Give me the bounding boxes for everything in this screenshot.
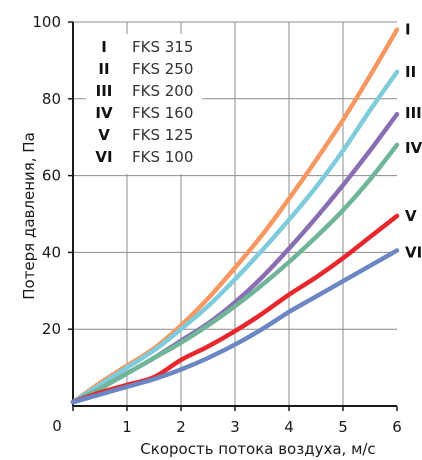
series-end-label-iii: III (405, 104, 422, 122)
y-tick-label: 80 (42, 90, 61, 108)
x-tick-labels: 0 1 2 3 4 5 6 (52, 417, 402, 436)
y-tick-label: 100 (32, 13, 61, 31)
x-tick-label: 0 (52, 417, 62, 435)
legend-name-i: FKS 315 (132, 38, 193, 56)
legend-background (86, 34, 202, 174)
series-lines (70, 27, 400, 405)
series-line-vi (70, 248, 400, 405)
legend-name-ii: FKS 250 (132, 60, 193, 78)
y-tick-label: 20 (42, 320, 61, 338)
legend-roman-v: V (98, 126, 110, 144)
series-end-label-iv: IV (405, 139, 422, 157)
series-line-ii (70, 69, 400, 405)
legend-name-vi: FKS 100 (132, 148, 193, 166)
legend-roman-iv: IV (95, 104, 113, 122)
x-tick-label: 4 (284, 418, 294, 436)
series-end-label-ii: II (405, 63, 416, 81)
legend-roman-vi: VI (95, 148, 112, 166)
y-tick-label: 40 (42, 243, 61, 261)
y-axis-title: Потеря давления, Па (20, 132, 38, 300)
series-line-iv (70, 142, 400, 405)
x-axis-title: Скорость потока воздуха, м/с (140, 440, 375, 458)
x-tick-label: 1 (122, 418, 132, 436)
legend-name-v: FKS 125 (132, 126, 193, 144)
legend-name-iv: FKS 160 (132, 104, 193, 122)
y-tick-labels: 20 40 60 80 100 (32, 13, 61, 338)
legend: I FKS 315 II FKS 250 III FKS 200 IV FKS 160 V FKS… (86, 34, 202, 174)
legend-roman-ii: II (98, 60, 109, 78)
series-end-label-i: I (405, 21, 411, 39)
series-end-label-vi: VI (405, 243, 422, 261)
x-tick-label: 3 (230, 418, 240, 436)
series-end-label-v: V (405, 207, 417, 225)
axes (68, 21, 398, 411)
x-tick-label: 6 (392, 418, 402, 436)
legend-roman-iii: III (96, 82, 113, 100)
x-tick-label: 5 (338, 418, 348, 436)
legend-name-iii: FKS 200 (132, 82, 193, 100)
x-tick-label: 2 (176, 418, 186, 436)
y-tick-label: 60 (42, 167, 61, 185)
legend-roman-i: I (101, 38, 107, 56)
